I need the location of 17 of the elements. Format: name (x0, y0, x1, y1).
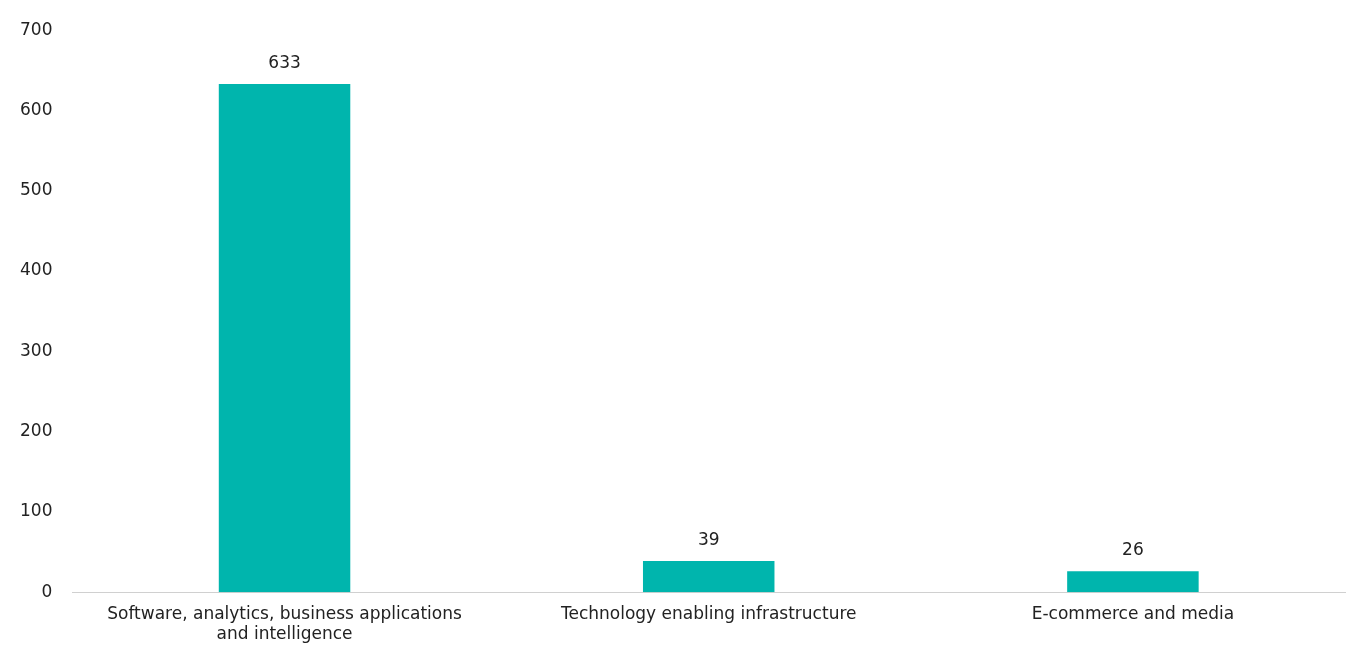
data-label: 26 (1122, 539, 1144, 560)
x-tick-label: E-commerce and media (1031, 602, 1235, 623)
y-tick-label: 700 (19, 18, 53, 39)
x-tick-label: Technology enabling infrastructure (559, 602, 857, 623)
x-tick-label: Software, analytics, business applications and intelligence (107, 602, 463, 644)
y-tick-label: 600 (19, 98, 53, 119)
data-label: 633 (268, 51, 301, 72)
y-tick-label: 300 (19, 339, 53, 360)
y-tick-label: 100 (19, 500, 53, 521)
y-tick-label: 400 (19, 259, 53, 280)
data-label: 39 (697, 528, 720, 549)
y-tick-label: 0 (41, 580, 53, 601)
bar (642, 560, 775, 593)
bar (218, 83, 351, 593)
y-tick-label: 200 (19, 420, 53, 441)
y-tick-label: 500 (19, 179, 53, 200)
bar (1067, 571, 1199, 593)
